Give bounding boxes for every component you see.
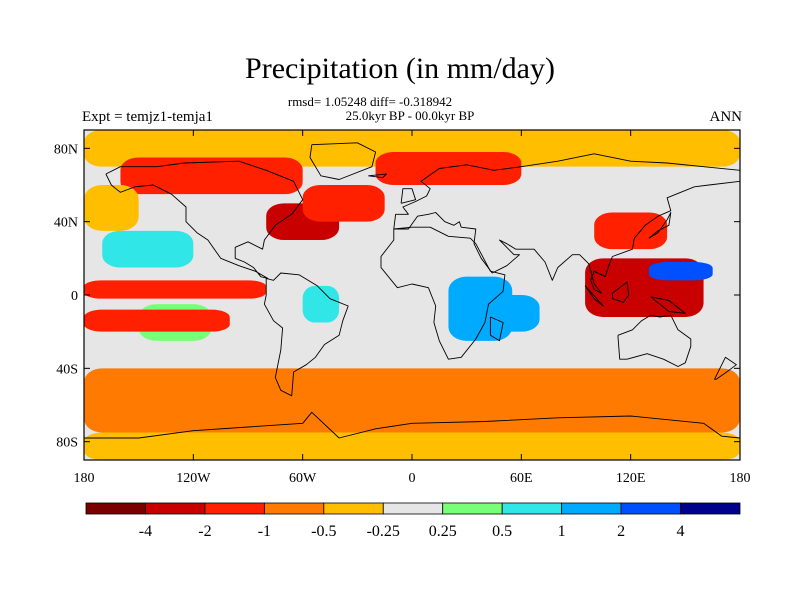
colorbar-label: -1: [258, 523, 271, 540]
coastline: [84, 411, 740, 439]
x-tick-label: 0: [409, 471, 416, 486]
chart-subtitle: rmsd= 1.05248 diff= -0.318942 25.0kyr BP…: [0, 95, 800, 123]
coastline: [393, 153, 740, 294]
chart-title: Precipitation (in mm/day): [245, 52, 555, 85]
colorbar-swatch: [680, 502, 741, 515]
colorbar-swatch: [145, 502, 206, 515]
field-region: [302, 185, 385, 222]
stats-line: rmsd= 1.05248 diff= -0.318942: [287, 94, 453, 109]
colorbar-label: 0.5: [492, 523, 512, 540]
colorbar-swatch: [323, 502, 384, 515]
colorbar-label: 2: [617, 523, 625, 540]
season-label: ANN: [709, 109, 743, 125]
coastline: [617, 314, 692, 367]
colorbar-swatch: [501, 502, 563, 515]
coastline: [309, 142, 377, 180]
colorbar-label: -4: [139, 523, 152, 540]
colorbar-swatch: [561, 502, 622, 515]
field-region: [84, 368, 740, 433]
field-region: [84, 280, 267, 299]
colorbar-label: 1: [558, 523, 566, 540]
colorbar-label: 0.25: [429, 523, 457, 540]
x-tick-label: 180: [730, 471, 751, 486]
coastline: [650, 296, 686, 314]
x-tick-label: 60E: [510, 471, 533, 486]
y-tick-label: 0: [71, 289, 78, 304]
x-tick-label: 180: [74, 471, 95, 486]
field-region: [648, 262, 713, 281]
colorbar-label: 4: [677, 523, 685, 540]
colorbar-label: -2: [198, 523, 211, 540]
coastline: [263, 272, 349, 397]
coastline: [611, 281, 630, 303]
coastline: [714, 356, 737, 380]
coastlines: [84, 142, 740, 439]
y-axis: 80N 40N 0 40S 80S: [54, 142, 740, 451]
colorbar-label: -0.25: [367, 523, 400, 540]
map-field: [84, 130, 740, 460]
x-tick-label: 120E: [616, 471, 646, 486]
coastline: [105, 160, 304, 279]
x-tick-label: 60W: [289, 471, 317, 486]
field-region: [84, 309, 230, 332]
field-region: [375, 152, 522, 185]
coastline: [584, 285, 604, 307]
period-line: 25.0kyr BP - 00.0kyr BP: [345, 108, 475, 123]
experiment-label: Expt = temjz1-temja1: [82, 109, 213, 125]
colorbar: -4 -2 -1 -0.5 -0.25 0.25 0.5 1 2 4: [85, 502, 741, 540]
field-region: [84, 432, 740, 460]
y-tick-label: 80S: [56, 436, 78, 451]
coastline: [400, 188, 417, 204]
colorbar-label: -0.5: [311, 523, 336, 540]
x-axis: 180 120W 60W 0 60E 120E 180: [74, 130, 751, 486]
field-region: [484, 295, 540, 332]
coastline: [368, 173, 387, 179]
colorbar-swatch: [85, 502, 146, 515]
colorbar-swatch: [620, 502, 681, 515]
field-region: [102, 230, 194, 268]
colorbar-swatch: [382, 502, 444, 515]
colorbar-swatch: [263, 502, 325, 515]
coastline: [380, 226, 506, 360]
y-tick-label: 80N: [54, 142, 78, 157]
colorbar-swatch: [442, 502, 503, 515]
coastline: [648, 212, 672, 239]
coastline: [489, 316, 504, 342]
y-tick-label: 40N: [54, 216, 78, 231]
field-region: [84, 185, 139, 231]
field-region: [302, 285, 340, 323]
field-region: [594, 212, 668, 250]
field-region: [120, 157, 303, 195]
x-tick-label: 120W: [176, 471, 211, 486]
colorbar-swatch: [204, 502, 265, 515]
y-tick-label: 40S: [56, 362, 78, 377]
